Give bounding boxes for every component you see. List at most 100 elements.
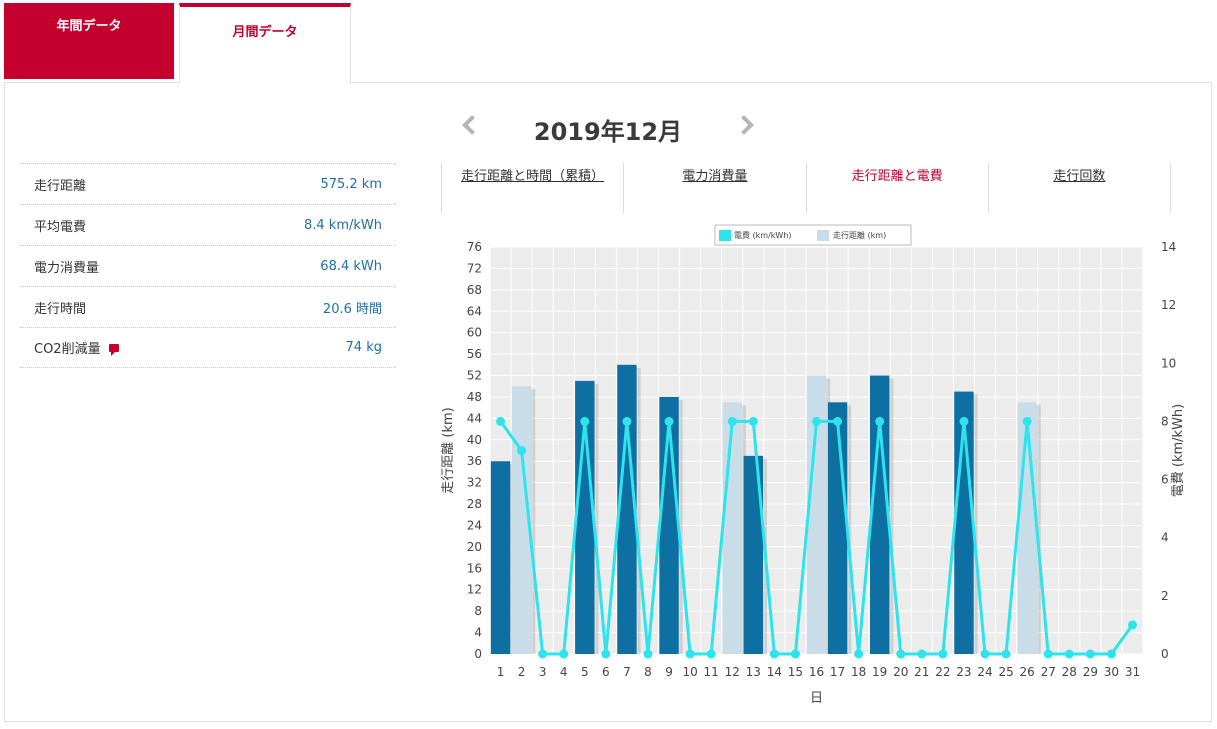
point-efficiency xyxy=(622,416,632,426)
comment-icon[interactable] xyxy=(108,343,119,356)
x-tick-label: 2 xyxy=(518,665,526,679)
x-tick-label: 24 xyxy=(977,665,992,679)
month-title: 2019年12月 xyxy=(533,118,683,146)
y2-tick-label: 8 xyxy=(1161,414,1169,428)
x-tick-label: 29 xyxy=(1083,665,1098,679)
bar-distance xyxy=(722,402,742,654)
x-tick-label: 13 xyxy=(746,665,761,679)
x-tick-label: 21 xyxy=(914,665,929,679)
chart-legend: 電費 (km/kWh) 走行距離 (km) xyxy=(714,224,912,246)
chevron-right-icon[interactable] xyxy=(734,115,754,135)
y-tick-label: 16 xyxy=(467,561,482,575)
y-tick-label: 32 xyxy=(467,476,482,490)
y-tick-label: 36 xyxy=(467,454,482,468)
x-tick-label: 22 xyxy=(935,665,950,679)
tab-annual-data[interactable]: 年間データ xyxy=(4,3,174,79)
chevron-left-icon[interactable] xyxy=(462,115,482,135)
point-efficiency xyxy=(1001,649,1011,659)
y2-axis-title: 電費 (km/kWh) xyxy=(1171,404,1186,497)
y2-tick-label: 0 xyxy=(1161,647,1169,661)
point-efficiency xyxy=(1085,649,1095,659)
y2-tick-label: 4 xyxy=(1161,531,1169,545)
point-efficiency xyxy=(980,649,990,659)
y2-tick-label: 12 xyxy=(1161,298,1176,312)
y2-tick-label: 2 xyxy=(1161,589,1169,603)
summary-row-power: 電力消費量 68.4 kWh xyxy=(20,245,396,286)
x-tick-label: 12 xyxy=(725,665,740,679)
x-tick-label: 4 xyxy=(560,665,568,679)
x-tick-label: 18 xyxy=(851,665,866,679)
summary-row-time: 走行時間 20.6 時間 xyxy=(20,286,396,327)
month-navigation: 2019年12月 xyxy=(455,110,765,150)
chart-tab-label[interactable]: 走行距離と時間（累積） xyxy=(461,169,605,184)
x-tick-label: 3 xyxy=(539,665,547,679)
y-tick-label: 4 xyxy=(474,626,482,640)
bar-distance xyxy=(511,386,532,654)
bar-distance xyxy=(743,455,763,654)
bar-distance xyxy=(806,375,827,654)
chart-tab-label[interactable]: 走行距離と電費 xyxy=(851,169,943,184)
x-tick-label: 14 xyxy=(767,665,782,679)
legend-swatch-efficiency xyxy=(719,230,731,241)
chart-tab-distance-efficiency[interactable]: 走行距離と電費 xyxy=(805,163,988,213)
chart-tab-label[interactable]: 電力消費量 xyxy=(682,169,748,184)
legend-swatch-distance xyxy=(817,230,829,241)
x-tick-label: 1 xyxy=(497,665,505,679)
chart-tab-power[interactable]: 電力消費量 xyxy=(623,163,805,213)
point-efficiency xyxy=(601,649,611,659)
x-tick-label: 11 xyxy=(704,665,719,679)
point-efficiency xyxy=(875,416,885,426)
bar-distance xyxy=(490,461,511,654)
chart-tabs: 走行距離と時間（累積） 電力消費量 走行距離と電費 走行回数 xyxy=(441,163,1171,213)
point-efficiency xyxy=(833,416,843,426)
point-efficiency xyxy=(664,416,674,426)
point-efficiency xyxy=(496,416,506,426)
summary-row-co2: CO2削減量 74 kg xyxy=(20,327,396,368)
point-efficiency xyxy=(917,649,927,659)
bar-distance xyxy=(617,364,637,654)
summary-value: 68.4 kWh xyxy=(320,258,382,274)
point-efficiency xyxy=(748,416,758,426)
point-efficiency xyxy=(812,416,821,426)
y-tick-label: 48 xyxy=(467,390,482,404)
y-tick-label: 28 xyxy=(467,497,482,511)
y-tick-label: 44 xyxy=(467,411,482,425)
point-efficiency xyxy=(727,416,737,426)
summary-label: 走行時間 xyxy=(34,301,87,317)
summary-label: 走行距離 xyxy=(34,178,87,194)
point-efficiency xyxy=(643,649,653,659)
y-tick-label: 56 xyxy=(467,347,482,361)
y-tick-label: 40 xyxy=(467,433,482,447)
chart-tab-label[interactable]: 走行回数 xyxy=(1053,169,1106,184)
point-efficiency xyxy=(959,416,969,426)
point-efficiency xyxy=(790,649,800,659)
distance-efficiency-chart: 0481216202428323640444852566064687276024… xyxy=(441,224,1186,706)
y-tick-label: 60 xyxy=(467,326,482,340)
point-efficiency xyxy=(854,649,864,659)
point-efficiency xyxy=(538,649,548,659)
x-axis-title: 日 xyxy=(810,691,823,706)
point-efficiency xyxy=(896,649,906,659)
point-efficiency xyxy=(706,649,716,659)
x-tick-label: 23 xyxy=(956,665,971,679)
x-tick-label: 16 xyxy=(809,665,824,679)
y2-tick-label: 14 xyxy=(1161,240,1176,254)
chart-tab-trips[interactable]: 走行回数 xyxy=(987,163,1171,213)
y-tick-label: 68 xyxy=(467,283,482,297)
y-tick-label: 24 xyxy=(467,518,482,532)
x-tick-label: 10 xyxy=(682,665,697,679)
bar-distance xyxy=(870,375,890,654)
y-tick-label: 0 xyxy=(474,647,482,661)
x-tick-label: 30 xyxy=(1104,665,1119,679)
summary-row-efficiency: 平均電費 8.4 km/kWh xyxy=(20,204,396,245)
summary-row-distance: 走行距離 575.2 km xyxy=(20,163,396,204)
point-efficiency xyxy=(685,649,695,659)
chart-tab-cumulative[interactable]: 走行距離と時間（累積） xyxy=(441,163,623,213)
legend-label-distance: 走行距離 (km) xyxy=(833,230,886,240)
y-tick-label: 64 xyxy=(467,304,482,318)
y-tick-label: 72 xyxy=(467,261,482,275)
tab-monthly-data[interactable]: 月間データ xyxy=(179,3,351,83)
y-tick-label: 20 xyxy=(467,540,482,554)
legend-box xyxy=(714,224,912,246)
point-efficiency xyxy=(1106,649,1116,659)
